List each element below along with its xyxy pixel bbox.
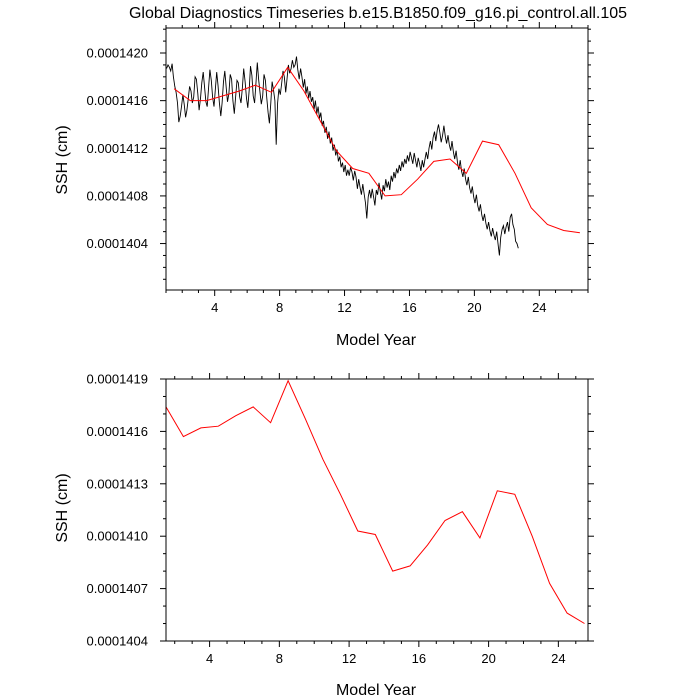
chart-title: Global Diagnostics Timeseries b.e15.B185… — [129, 5, 627, 22]
y-tick-label: 0.0001416 — [87, 93, 148, 108]
x-axis-label: Model Year — [336, 682, 417, 699]
y-axis-label: SSH (cm) — [54, 125, 71, 194]
x-tick-label: 4 — [211, 300, 218, 315]
y-tick-label: 0.0001416 — [87, 424, 148, 439]
y-tick-label: 0.0001413 — [87, 476, 148, 491]
series-line-annual-smooth — [173, 66, 580, 234]
x-tick-label: 16 — [412, 651, 426, 666]
bottom-annual-panel: Model Year SSH (cm) 4 8 12 16 20 24 0.0001404 0… — [54, 372, 594, 699]
x-tick-label: 20 — [467, 300, 481, 315]
x-tick-label: 12 — [337, 300, 351, 315]
x-tick-label: 24 — [532, 300, 546, 315]
plot-frame — [165, 378, 589, 642]
y-tick-label: 0.0001412 — [87, 141, 148, 156]
x-tick-label: 8 — [276, 651, 283, 666]
x-axis-label: Model Year — [336, 332, 417, 349]
plot-frame — [165, 27, 589, 291]
x-tick-label: 16 — [402, 300, 416, 315]
y-axis-label: SSH (cm) — [54, 473, 71, 542]
x-tick-label: 24 — [551, 651, 565, 666]
x-tick-label: 8 — [276, 300, 283, 315]
y-tick-label: 0.0001404 — [87, 236, 148, 251]
y-tick-label: 0.0001419 — [87, 372, 148, 387]
y-tick-label: 0.0001410 — [87, 529, 148, 544]
x-tick-label: 20 — [481, 651, 495, 666]
y-tick-label: 0.0001420 — [87, 46, 148, 61]
y-tick-label: 0.0001407 — [87, 581, 148, 596]
top-timeseries-panel: Model Year SSH (cm) 4 8 12 16 20 24 0.0001404 0… — [54, 22, 594, 349]
x-tick-label: 12 — [342, 651, 356, 666]
series-line-monthly — [166, 56, 519, 256]
y-tick-label: 0.0001404 — [87, 634, 148, 649]
y-tick-label: 0.0001408 — [87, 188, 148, 203]
series-line-annual — [165, 379, 585, 624]
x-tick-label: 4 — [206, 651, 213, 666]
